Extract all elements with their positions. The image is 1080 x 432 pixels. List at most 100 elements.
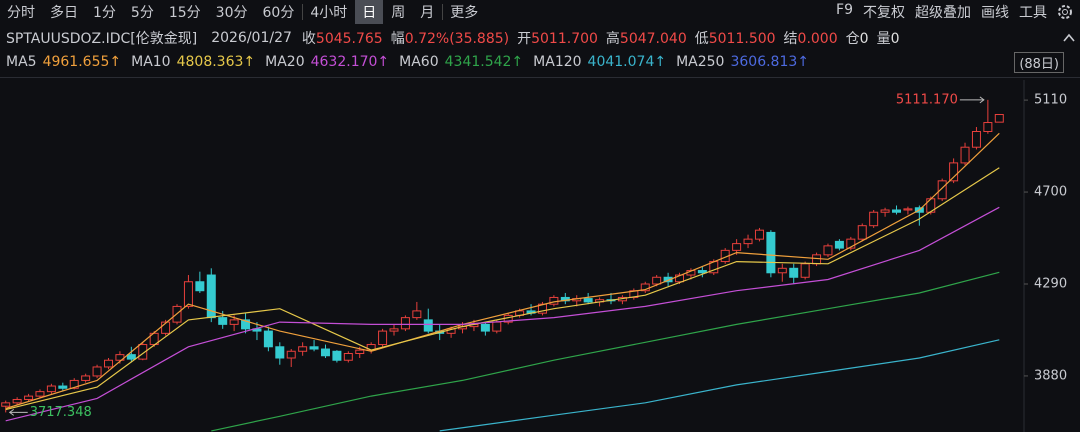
candle-body — [892, 209, 902, 213]
candle-body — [663, 276, 673, 283]
period-tab[interactable]: 更多 — [450, 5, 479, 21]
legend-name: MA20 — [265, 54, 305, 70]
candle-body — [766, 231, 776, 274]
period-tab[interactable]: 1分 — [93, 5, 116, 21]
candle-body — [1, 402, 11, 407]
field-label: 仓 — [845, 31, 860, 47]
settings-icon[interactable] — [1056, 3, 1074, 21]
period-tab[interactable]: 周 — [391, 5, 406, 21]
legend-item[interactable]: MA20 4632.170↑ — [265, 54, 389, 70]
range-label[interactable]: (88日) — [1014, 52, 1064, 73]
candle-body — [675, 274, 685, 283]
candle-body — [697, 270, 707, 274]
period-tab[interactable]: 月 — [420, 5, 435, 21]
period-tab[interactable]: 日 — [355, 0, 384, 24]
field-value: 0 — [890, 31, 900, 47]
candle-body — [823, 245, 833, 256]
legend-item[interactable]: MA120 4041.074↑ — [533, 54, 666, 70]
annotation-arrowhead — [979, 96, 985, 104]
field-value: 0.000 — [797, 31, 838, 47]
divider — [0, 77, 1080, 78]
tool-button[interactable]: 不复权 — [863, 5, 905, 21]
y-tick-label: 4290 — [1034, 276, 1067, 291]
period-tab[interactable]: 4小时 — [310, 5, 348, 21]
candle-body — [834, 240, 844, 249]
candle-body — [480, 323, 490, 332]
candle-body — [332, 350, 342, 361]
tool-button[interactable]: 画线 — [981, 5, 1009, 21]
y-tick-label: 3880 — [1034, 368, 1067, 383]
candle-body — [389, 328, 399, 332]
candle-body — [46, 385, 56, 393]
candle-body — [218, 317, 228, 325]
ma-line — [5, 167, 1000, 411]
field-value: 5045.765 — [315, 31, 383, 47]
ma-line — [5, 206, 1000, 422]
candle-body — [857, 225, 867, 240]
period-tab[interactable]: 30分 — [215, 5, 248, 21]
candle-body — [320, 348, 330, 357]
legend-value: 4808.363↑ — [176, 54, 256, 70]
legend-name: MA60 — [399, 54, 439, 70]
annotation-label: 5111.170 — [896, 92, 958, 107]
candle-body — [309, 346, 319, 350]
candle-body — [754, 229, 764, 240]
symbol: SPTAUUSDOZ.IDC[伦敦金现] — [6, 31, 198, 47]
legend-item[interactable]: MA10 4808.363↑ — [131, 54, 255, 70]
candle-body — [492, 321, 502, 332]
candle-body — [355, 349, 365, 355]
ma-line — [5, 132, 1000, 410]
annotation-arrowhead — [8, 409, 15, 416]
candle-body — [81, 375, 91, 381]
candle-body — [400, 317, 410, 330]
candle-body — [869, 211, 879, 227]
candle-body — [24, 395, 34, 400]
period-tab[interactable]: 分时 — [7, 5, 35, 21]
candle-body — [229, 319, 239, 325]
legend: MA5 4961.655↑ MA10 4808.363↑ MA20 4632.170↑ MA… — [6, 54, 819, 70]
tool-button[interactable]: 工具 — [1019, 5, 1047, 21]
quote-fields: 收5045.765 幅0.72%(35.885) 开5011.700 高5047.04… — [302, 28, 908, 48]
separator — [302, 4, 304, 20]
quote-field: 收5045.765 — [302, 31, 383, 47]
candle-body — [789, 267, 799, 278]
toolbar: 分时 多日 1分 5分 15分 30分 60分 4小时日周月更多 F9 不复权 超级叠加 画线 工具 — [0, 0, 1080, 24]
tools: F9 不复权 超级叠加 画线 工具 — [831, 2, 1052, 22]
field-value: 5011.700 — [531, 31, 598, 47]
quote-field: 结0.000 — [784, 31, 838, 47]
candle-body — [583, 298, 593, 303]
legend-name: MA5 — [6, 54, 37, 70]
legend-value: 3606.813↑ — [730, 54, 809, 70]
legend-item[interactable]: MA60 4341.542↑ — [399, 54, 523, 70]
period-tab[interactable]: 15分 — [168, 5, 201, 21]
period-tab[interactable]: 多日 — [50, 5, 78, 21]
separator — [442, 4, 444, 20]
candle-body — [800, 263, 810, 278]
candle-body — [161, 321, 171, 334]
candle-body — [903, 208, 913, 211]
candle-body — [412, 310, 422, 319]
field-label: 幅 — [390, 31, 405, 47]
date: 2026/01/27 — [211, 30, 292, 46]
legend-name: MA120 — [533, 54, 582, 70]
candle-body — [275, 346, 285, 359]
quote-field: 量0 — [877, 31, 900, 47]
period-tab[interactable]: 60分 — [262, 5, 295, 21]
collapse-icon[interactable] — [1062, 31, 1076, 45]
candle-body — [286, 350, 296, 359]
legend-value: 4961.655↑ — [42, 54, 122, 70]
ma-legend: MA5 4961.655↑ MA10 4808.363↑ MA20 4632.170↑ MA… — [0, 50, 1080, 74]
candle-body — [241, 319, 251, 330]
candle-body — [183, 281, 193, 307]
legend-item[interactable]: MA250 3606.813↑ — [676, 54, 809, 70]
field-value: 0.72%(35.885) — [404, 31, 510, 47]
tool-button[interactable]: F9 — [836, 2, 853, 18]
legend-value: 4341.542↑ — [444, 54, 524, 70]
quote-field: 开5011.700 — [517, 31, 598, 47]
quote-field: 低5011.500 — [695, 31, 776, 47]
legend-item[interactable]: MA5 4961.655↑ — [6, 54, 121, 70]
legend-value: 4041.074↑ — [587, 54, 667, 70]
period-tab[interactable]: 5分 — [130, 5, 154, 21]
ma-line — [211, 271, 1000, 432]
tool-button[interactable]: 超级叠加 — [915, 5, 971, 21]
